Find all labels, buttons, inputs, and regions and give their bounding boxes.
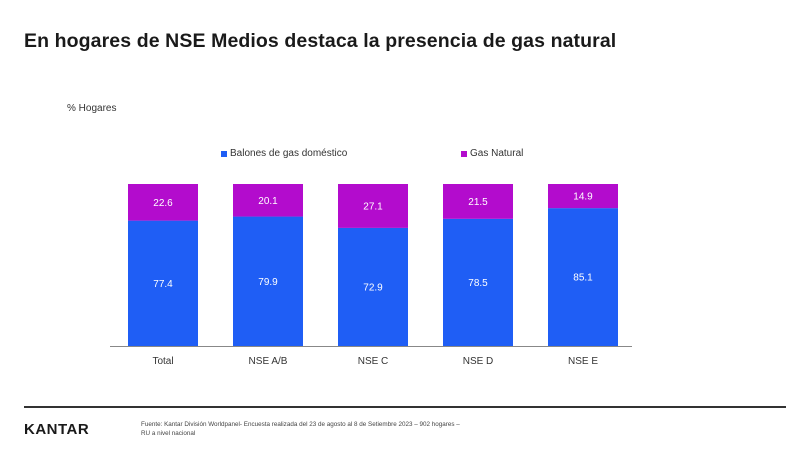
bar-balones-nse-c xyxy=(338,227,408,346)
x-tick-label-nse-e: NSE E xyxy=(568,356,598,367)
source-note: Fuente: Kantar División Worldpanel- Encu… xyxy=(141,420,521,438)
data-label-gas-natural-nse-a-b: 20.1 xyxy=(258,196,278,207)
legend-swatch-gas-natural xyxy=(461,150,467,157)
bar-gas-natural-nse-c xyxy=(338,184,408,228)
x-tick-label-nse-a-b: NSE A/B xyxy=(249,356,288,367)
data-label-balones-nse-e: 85.1 xyxy=(573,273,593,284)
data-label-balones-nse-a-b: 79.9 xyxy=(258,277,278,288)
data-label-gas-natural-total: 22.6 xyxy=(153,198,173,209)
x-tick-label-nse-c: NSE C xyxy=(358,356,389,367)
legend-label-gas-natural: Gas Natural xyxy=(470,148,524,159)
legend-swatch-balones xyxy=(221,150,227,157)
data-label-balones-nse-c: 72.9 xyxy=(363,282,383,293)
bar-balones-nse-d xyxy=(443,218,513,346)
data-label-balones-total: 77.4 xyxy=(153,279,173,290)
bar-balones-nse-a-b xyxy=(233,216,303,346)
legend-gas-natural: Gas Natural xyxy=(461,148,523,159)
unit-label: % Hogares xyxy=(67,103,117,114)
bar-gas-natural-total xyxy=(128,184,198,221)
data-label-balones-nse-d: 78.5 xyxy=(468,278,488,289)
data-label-gas-natural-nse-d: 21.5 xyxy=(468,197,488,208)
data-label-gas-natural-nse-c: 27.1 xyxy=(363,201,383,212)
kantar-logo: KANTAR xyxy=(24,421,90,438)
x-tick-label-nse-d: NSE D xyxy=(463,356,494,367)
bar-gas-natural-nse-e xyxy=(548,184,618,209)
footer-divider xyxy=(24,406,786,408)
x-tick-label-total: Total xyxy=(152,356,173,367)
bar-gas-natural-nse-a-b xyxy=(233,184,303,217)
data-label-gas-natural-nse-e: 14.9 xyxy=(573,192,593,203)
source-line-1: Fuente: Kantar División Worldpanel- Encu… xyxy=(141,421,460,428)
bar-balones-total xyxy=(128,220,198,346)
source-line-2: RU a nivel nacional xyxy=(141,430,196,437)
legend-label-balones: Balones de gas doméstico xyxy=(230,148,348,159)
bar-balones-nse-e xyxy=(548,208,618,346)
legend-balones: Balones de gas doméstico xyxy=(221,148,347,159)
bar-gas-natural-nse-d xyxy=(443,184,513,219)
chart-title: En hogares de NSE Medios destaca la pres… xyxy=(24,30,617,52)
